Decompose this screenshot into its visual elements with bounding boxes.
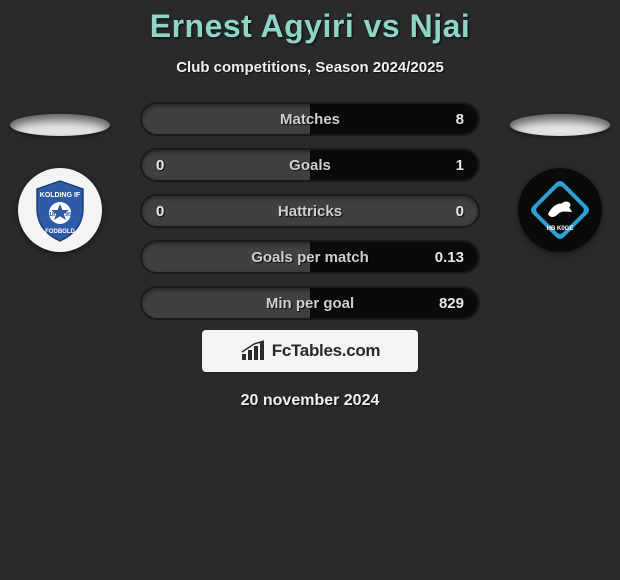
stat-row: 0 1 Goals (140, 148, 480, 182)
subtitle: Club competitions, Season 2024/2025 (0, 59, 620, 76)
stat-value-right: 0 (456, 203, 464, 220)
stat-label: Matches (280, 111, 340, 128)
stat-value-right: 8 (456, 111, 464, 128)
club-badge-right: HB K0GE (518, 168, 602, 252)
branding-text: FcTables.com (272, 341, 381, 361)
svg-text:18: 18 (49, 212, 55, 218)
stat-value-right: 1 (456, 157, 464, 174)
stat-row: 0.13 Goals per match (140, 240, 480, 274)
stat-value-left: 0 (156, 157, 164, 174)
svg-text:HB K0GE: HB K0GE (547, 226, 574, 232)
bar-chart-icon (240, 340, 266, 362)
shield-icon: HB K0GE (528, 178, 592, 242)
page-title: Ernest Agyiri vs Njai (0, 8, 620, 45)
stat-row: 0 0 Hattricks (140, 194, 480, 228)
shield-icon: KOLDING IF 18 95 FODBOLD (25, 175, 95, 245)
branding-box: FcTables.com (202, 330, 418, 372)
stat-value-right: 829 (439, 295, 464, 312)
player-platform-right (510, 114, 610, 136)
stats-table: 8 Matches 0 1 Goals 0 0 Hattricks 0.13 Goals per … (140, 102, 480, 332)
stat-row: 829 Min per goal (140, 286, 480, 320)
stat-label: Min per goal (266, 295, 354, 312)
svg-text:FODBOLD: FODBOLD (45, 229, 75, 235)
svg-text:KOLDING IF: KOLDING IF (40, 192, 81, 199)
player-platform-left (10, 114, 110, 136)
stat-bar-right (310, 150, 478, 180)
stat-value-left: 0 (156, 203, 164, 220)
snapshot-date: 20 november 2024 (0, 392, 620, 410)
stat-label: Hattricks (278, 203, 342, 220)
club-badge-left: KOLDING IF 18 95 FODBOLD (18, 168, 102, 252)
comparison-area: KOLDING IF 18 95 FODBOLD HB K0GE 8 Matche… (0, 102, 620, 322)
svg-text:95: 95 (65, 212, 71, 218)
stat-value-right: 0.13 (435, 249, 464, 266)
stat-label: Goals per match (251, 249, 369, 266)
stat-label: Goals (289, 157, 331, 174)
stat-row: 8 Matches (140, 102, 480, 136)
